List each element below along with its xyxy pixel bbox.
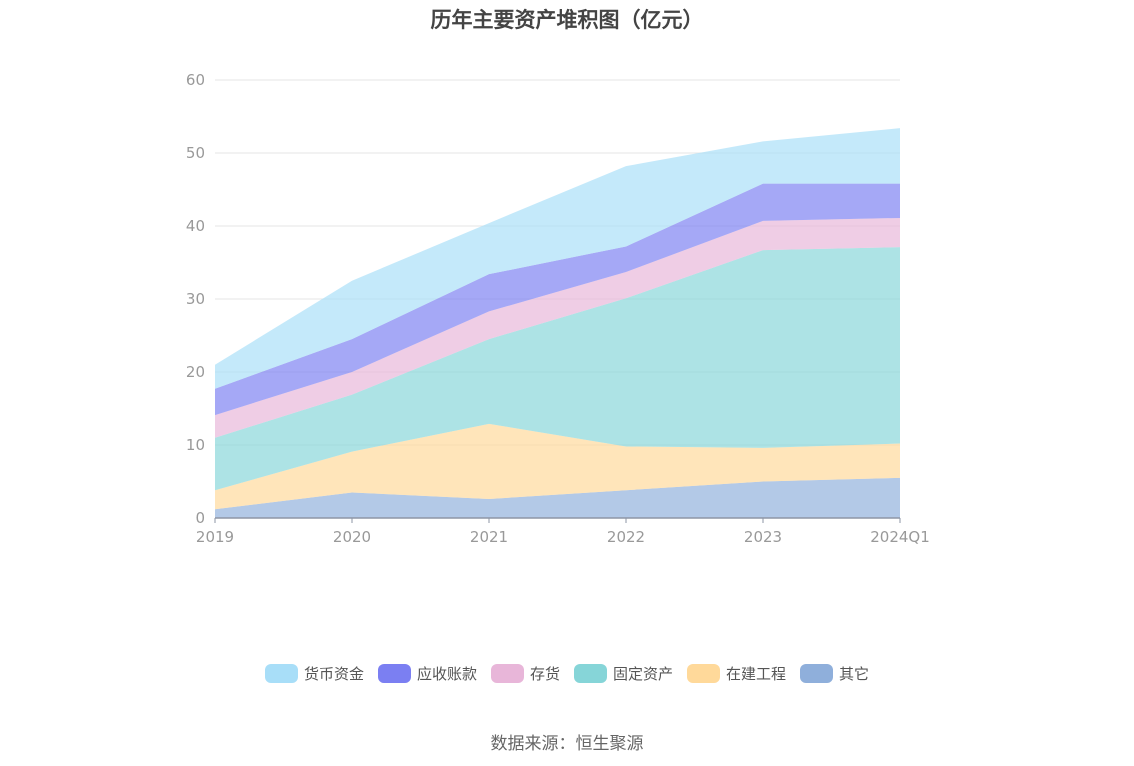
legend-label: 其它 xyxy=(839,665,870,683)
y-tick-label: 40 xyxy=(186,217,205,235)
y-tick-label: 10 xyxy=(186,436,205,454)
area-series-3[interactable] xyxy=(215,217,900,438)
legend-label: 货币资金 xyxy=(303,665,364,683)
x-tick-label: 2021 xyxy=(470,528,508,546)
legend-item[interactable]: 其它 xyxy=(800,663,869,684)
legend-item[interactable]: 货币资金 xyxy=(264,663,364,684)
y-tick-label: 0 xyxy=(195,509,205,527)
axis-layer: 0 10 20 30 40 50 60 2019 2020 2021 2022 2023 2024Q1 xyxy=(186,71,930,546)
legend: 货币资金 应收账款 存货 固定资产 在建工程 其它 xyxy=(0,663,1134,684)
area-series-1[interactable] xyxy=(215,423,900,510)
legend-label: 固定资产 xyxy=(613,665,674,683)
y-tick-label: 30 xyxy=(186,290,205,308)
x-tick-label: 2024Q1 xyxy=(870,528,930,546)
legend-item[interactable]: 应收账款 xyxy=(377,663,477,684)
area-series-2[interactable] xyxy=(215,247,900,491)
x-tick-label: 2020 xyxy=(333,528,371,546)
legend-swatch xyxy=(687,664,721,683)
legend-label: 在建工程 xyxy=(726,665,787,683)
y-tick-label: 60 xyxy=(186,71,205,89)
legend-item[interactable]: 存货 xyxy=(490,663,560,684)
area-series-0[interactable] xyxy=(215,477,900,518)
data-source: 数据来源：恒生聚源 xyxy=(490,734,644,754)
legend-swatch xyxy=(800,664,834,683)
x-tick-label: 2022 xyxy=(607,528,645,546)
legend-swatch xyxy=(490,664,524,683)
x-tick-label: 2023 xyxy=(744,528,782,546)
area-series-4[interactable] xyxy=(215,183,900,416)
legend-swatch xyxy=(377,664,411,683)
legend-item[interactable]: 固定资产 xyxy=(574,663,673,684)
legend-label: 应收账款 xyxy=(416,665,477,683)
legend-swatch xyxy=(574,664,607,683)
area-layer xyxy=(215,128,900,518)
legend-item[interactable]: 在建工程 xyxy=(687,663,786,684)
legend-label: 存货 xyxy=(529,665,560,683)
chart-title: 历年主要资产堆积图（亿元） xyxy=(430,8,704,32)
y-tick-label: 50 xyxy=(186,144,205,162)
area-series-5[interactable] xyxy=(215,128,900,389)
x-tick-label: 2019 xyxy=(196,528,234,546)
y-tick-label: 20 xyxy=(186,363,205,381)
legend-swatch xyxy=(264,664,298,683)
